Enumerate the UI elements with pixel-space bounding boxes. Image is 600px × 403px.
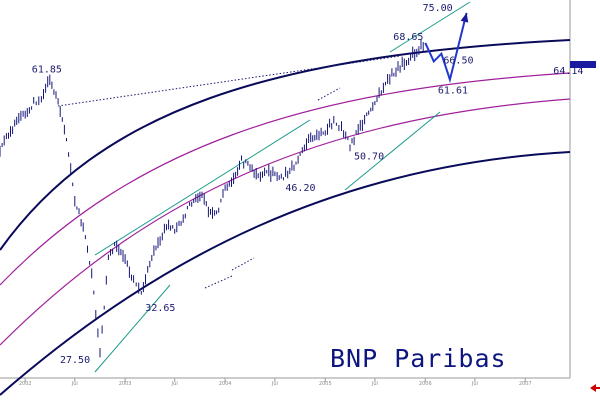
back-arrow-icon[interactable] [590,384,596,392]
resistance-dotted-line [57,55,401,107]
level-label-8: 32.65 [145,303,175,314]
time-axis-ticks: 2002 Jul 2003 Jul 2004 Jul 2005 Jul 2006 Jul 2007 [19,378,532,387]
projection-path [424,12,468,84]
low-support-line [94,284,171,373]
level-label-0: 75.00 [423,3,453,14]
time-tick-label-0: 2002 [19,381,32,387]
dash-fragment-2 [231,257,255,271]
level-label-7: 46.20 [285,183,315,194]
time-tick-label-1: Jul [71,381,78,387]
level-label-1: 68.65 [393,32,423,43]
inner-band-lower [0,98,571,346]
back-arrow-stem[interactable] [595,387,600,389]
time-tick-label-4: 2004 [219,381,232,387]
time-tick-label-2: 2003 [119,381,132,387]
time-tick-label-5: Jul [271,381,278,387]
recent-channel-lower [344,111,441,191]
time-tick-label-6: 2005 [319,381,332,387]
time-tick-label-7: Jul [371,381,378,387]
level-label-9: 27.50 [60,355,90,366]
band-group [0,39,571,396]
time-tick-label-3: Jul [171,381,178,387]
recent-channel-upper [389,1,471,53]
outer-band-lower [0,151,571,396]
level-label-3: 64.14 [553,66,583,77]
inner-band-upper [0,72,571,286]
time-tick-label-10: 2007 [519,381,532,387]
rising-channel-line [94,119,311,256]
level-labels: 75.00 68.65 66.50 64.14 61.61 61.85 50.70 46.20… [32,3,584,366]
price-bars [0,39,424,358]
level-label-5: 61.85 [32,64,62,75]
plot-area [0,0,570,378]
time-tick-label-8: 2006 [419,381,432,387]
chart-title: BNP Paribas [330,344,507,373]
level-label-4: 61.61 [438,86,468,97]
level-label-6: 50.70 [354,152,384,163]
dash-fragment-1 [204,275,233,289]
projection-arrowhead [460,12,469,23]
last-price-tag [570,61,596,68]
price-axis-strip [570,0,600,378]
time-tick-label-9: Jul [471,381,478,387]
trendline-group [57,1,471,373]
dash-fragment-3 [317,87,341,101]
level-label-2: 66.50 [443,56,473,67]
outer-band-upper [0,39,571,251]
